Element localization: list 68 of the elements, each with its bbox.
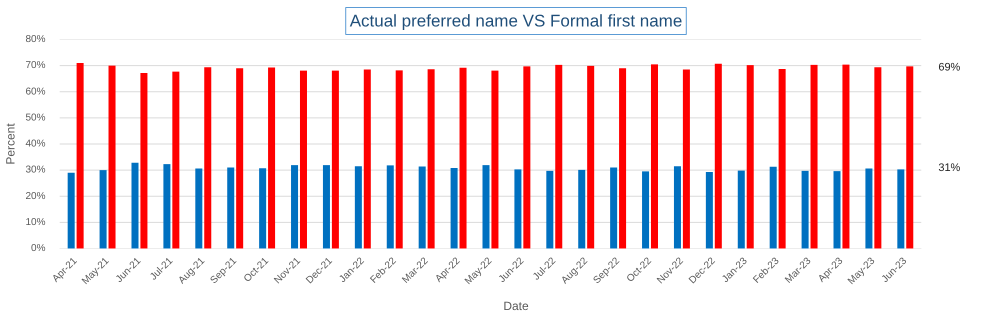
bar — [332, 70, 339, 248]
bar — [396, 70, 403, 248]
bar — [714, 64, 722, 248]
bar — [418, 166, 426, 248]
y-tick-label: 80% — [25, 34, 46, 45]
text: 31% — [938, 162, 961, 174]
bar — [674, 166, 681, 248]
y-tick-label: 50% — [25, 112, 46, 124]
y-tick-label: 10% — [25, 216, 46, 228]
bar — [897, 169, 904, 248]
x-axis-title: Date — [503, 298, 529, 313]
bar — [682, 70, 690, 248]
y-tick-label: 70% — [25, 60, 46, 72]
bar — [364, 70, 371, 248]
bar — [778, 69, 786, 248]
bar — [491, 70, 498, 248]
bar — [802, 170, 809, 248]
bar — [236, 68, 244, 248]
bar — [227, 168, 234, 248]
bar — [172, 72, 180, 248]
bar — [650, 64, 658, 248]
y-tick-label: 40% — [25, 138, 46, 150]
y-axis-title: Percent — [3, 122, 18, 165]
bar — [523, 66, 530, 248]
bar — [514, 169, 522, 248]
bar — [482, 165, 490, 248]
bar — [546, 170, 554, 248]
bar — [268, 67, 276, 248]
y-tick-label: 60% — [25, 86, 46, 98]
bar — [291, 165, 298, 248]
bar — [865, 168, 872, 248]
bar — [195, 168, 202, 248]
bar — [578, 170, 586, 248]
bar — [642, 171, 650, 248]
bar — [746, 65, 754, 248]
bar — [100, 170, 107, 248]
bar — [76, 63, 84, 248]
bar — [906, 66, 914, 248]
bar — [706, 172, 713, 248]
bar — [810, 64, 818, 248]
bar — [259, 168, 266, 248]
bar — [68, 172, 75, 248]
bar — [322, 165, 330, 248]
bar — [874, 67, 882, 248]
bar — [460, 68, 467, 248]
bar — [834, 171, 841, 248]
bar — [587, 66, 594, 248]
bar — [770, 166, 777, 248]
y-tick-label: 20% — [25, 190, 46, 202]
bar — [354, 166, 362, 248]
text: 69% — [938, 62, 961, 74]
bar — [140, 72, 148, 248]
bar — [619, 68, 626, 248]
bar — [163, 164, 170, 248]
bar — [131, 162, 139, 248]
y-tick-label: 0% — [31, 243, 46, 254]
bar — [450, 168, 458, 248]
bar — [555, 64, 562, 248]
bar — [738, 170, 745, 248]
bar — [300, 70, 307, 248]
bar — [428, 69, 435, 248]
y-tick-label: 30% — [25, 164, 46, 176]
bar — [610, 168, 618, 248]
bar — [842, 64, 850, 248]
bar — [204, 67, 212, 248]
chart-title: Actual preferred name VS Formal first name — [350, 12, 682, 30]
bar — [386, 165, 394, 248]
bar — [108, 66, 116, 248]
